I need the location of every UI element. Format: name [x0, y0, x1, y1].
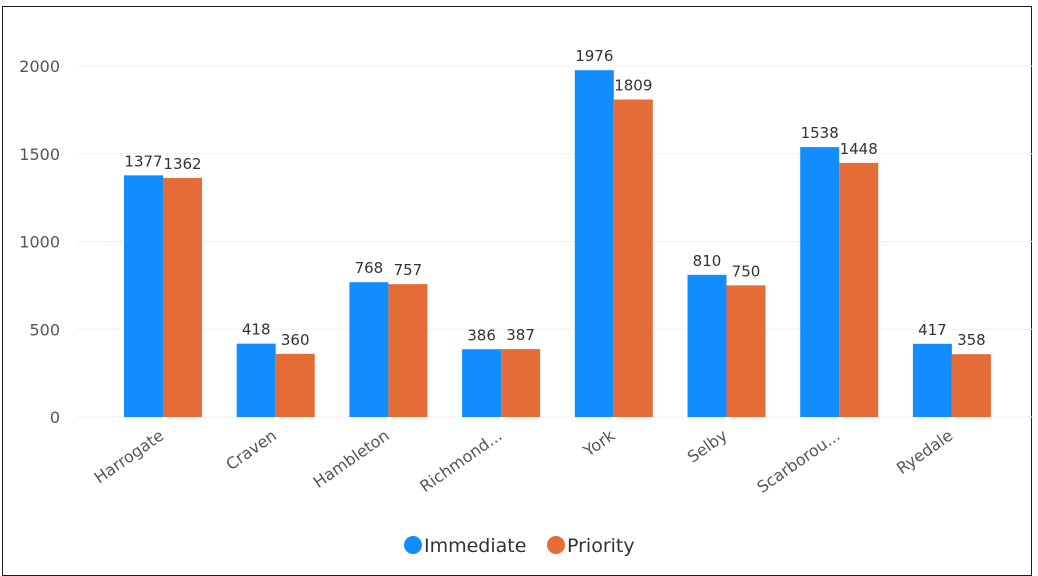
data-label: 418: [242, 321, 271, 339]
bar-priority[interactable]: [613, 99, 653, 417]
y-tick-label: 2000: [19, 57, 60, 76]
x-tick-label: Richmond...: [416, 426, 505, 496]
data-label: 1538: [801, 124, 839, 142]
legend-marker: [404, 536, 422, 554]
x-tick-label: Craven: [222, 426, 280, 474]
data-label: 757: [394, 261, 423, 279]
legend-marker: [547, 536, 565, 554]
bar-priority[interactable]: [951, 354, 991, 417]
bar-immediate[interactable]: [124, 175, 163, 417]
bar-priority[interactable]: [501, 349, 541, 417]
bar-immediate[interactable]: [687, 274, 727, 417]
legend-label[interactable]: Priority: [567, 535, 635, 557]
y-tick-label: 1500: [19, 145, 60, 164]
y-tick-label: 1000: [19, 233, 60, 252]
data-label: 1362: [163, 155, 201, 173]
bar-immediate[interactable]: [574, 70, 614, 417]
x-tick-label: Harrogate: [91, 426, 168, 488]
x-tick-label: Ryedale: [893, 426, 956, 478]
data-label: 750: [732, 262, 761, 280]
bar-priority[interactable]: [163, 177, 202, 417]
bar-priority[interactable]: [388, 284, 428, 417]
x-tick-label: Selby: [684, 426, 731, 467]
data-label: 360: [281, 331, 310, 349]
bar-immediate[interactable]: [236, 343, 276, 417]
data-label: 768: [355, 259, 384, 277]
bar-immediate[interactable]: [349, 282, 389, 417]
data-label: 810: [693, 252, 722, 270]
bar-immediate[interactable]: [912, 343, 952, 417]
bar-immediate[interactable]: [462, 349, 502, 417]
bar-priority[interactable]: [275, 353, 315, 417]
data-label: 358: [957, 331, 986, 349]
x-tick-label: Hambleton: [310, 426, 393, 492]
data-label: 1377: [124, 152, 162, 170]
bar-immediate[interactable]: [800, 147, 840, 417]
x-tick-label: York: [579, 425, 619, 461]
data-label: 417: [918, 321, 947, 339]
data-label: 1976: [575, 47, 613, 65]
bar-priority[interactable]: [726, 285, 766, 417]
legend-label[interactable]: Immediate: [424, 535, 526, 557]
data-label: 1448: [840, 140, 878, 158]
data-label: 1809: [614, 77, 652, 95]
y-tick-label: 0: [50, 408, 60, 427]
bar-priority[interactable]: [839, 162, 879, 417]
x-tick-label: Scarborou...: [753, 426, 843, 497]
data-label: 387: [506, 326, 535, 344]
data-label: 386: [467, 326, 496, 344]
y-tick-label: 500: [29, 320, 60, 339]
